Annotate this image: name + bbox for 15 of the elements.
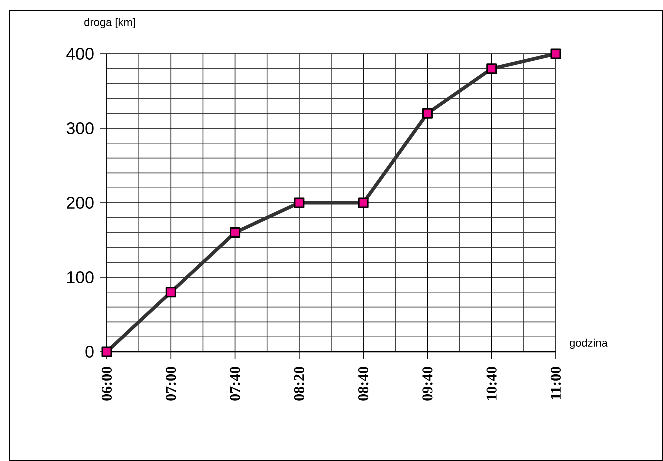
x-tick-label: 07:40 (230, 367, 240, 401)
y-tick-label: 300 (66, 122, 94, 134)
y-tick-label: 400 (66, 48, 94, 60)
y-tick-label: 200 (67, 197, 94, 209)
x-tick-label: 11:00 (550, 367, 562, 400)
x-tick-label: 08:40 (358, 367, 369, 401)
y-tick-label: 0 (86, 346, 94, 358)
x-tick-label: 10:40 (486, 367, 497, 400)
x-tick-label: 06:00 (102, 367, 112, 401)
y-tick-label: 100 (68, 272, 94, 284)
x-axis-title: godzina (570, 338, 608, 350)
x-tick-label: 07:00 (166, 367, 176, 401)
x-tick-label: 09:40 (422, 367, 433, 401)
y-axis-title: droga [km] (84, 18, 136, 28)
x-tick-label: 08:20 (294, 367, 305, 401)
